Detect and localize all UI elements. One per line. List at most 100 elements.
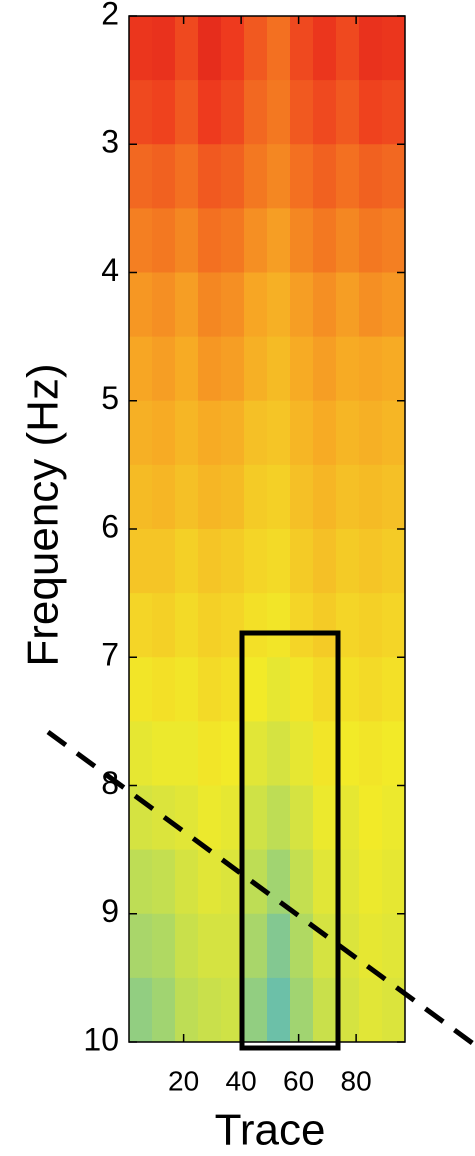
heatmap-cell [175,272,199,338]
heatmap-cell [267,336,291,402]
heatmap-cell [175,721,199,786]
heatmap-cell [382,144,406,209]
dashed-line [46,729,475,1048]
heatmap-cell [267,593,291,658]
heatmap-cell [175,336,199,402]
heatmap-cell [152,913,176,979]
heatmap-cell [198,16,222,81]
heatmap-cell [382,977,406,1043]
heatmap-cell [221,208,245,273]
heatmap-cell [290,785,314,851]
heatmap-cell [244,272,268,338]
heatmap-cell [359,272,383,338]
heatmap-cell [175,913,199,979]
heatmap-cell [152,529,176,594]
axes: 2 3 4 5 6 7 8 9 10 20 40 60 80 [83,0,406,1096]
y-tick-label: 8 [101,765,119,801]
heatmap-cell [313,208,337,273]
heatmap-cell [359,16,383,81]
heatmap-cell [336,16,360,81]
heatmap-cell [290,529,314,594]
heatmap-cell [290,464,314,530]
heatmap-cell [221,913,245,979]
heatmap-cell [290,721,314,786]
y-tick-label: 9 [101,893,119,929]
heatmap-cell [244,529,268,594]
heatmap-cell [152,144,176,209]
heatmap-cell [244,593,268,658]
heatmap-cell [152,336,176,402]
heatmap-cell [129,464,153,530]
heatmap-cell [267,144,291,209]
heatmap-cell [198,977,222,1043]
heatmap-cell [198,849,222,915]
y-axis-label: Frequency (Hz) [19,363,68,666]
heatmap-cell [198,593,222,658]
heatmap-cell [221,400,245,466]
heatmap-cell [382,208,406,273]
heatmap-cell [382,785,406,851]
heatmap-cell [152,80,176,145]
heatmap-cell [244,144,268,209]
y-tick-label: 5 [101,380,119,416]
y-tick-label: 3 [101,124,119,160]
heatmap-cell [359,657,383,722]
heatmap-cell [336,336,360,402]
x-tick-label: 20 [168,1065,199,1096]
heatmap-cell [129,849,153,915]
y-tick-label: 2 [101,0,119,31]
heatmap-cell [221,529,245,594]
heatmap-cell [359,336,383,402]
heatmap-cell [313,400,337,466]
heatmap-cell [382,464,406,530]
heatmap-cell [221,785,245,851]
heatmap-cell [129,400,153,466]
heatmap-cell [267,849,291,915]
heatmap-cell [313,16,337,81]
heatmap-cell [129,336,153,402]
heatmap-cell [290,16,314,81]
heatmap-cell [313,721,337,786]
heatmap-cell [336,593,360,658]
heatmap-cell [313,849,337,915]
x-tick-label: 40 [226,1065,257,1096]
heatmap-cell [129,16,153,81]
heatmap-cell [267,913,291,979]
heatmap-cell [175,529,199,594]
heatmap-cell [129,272,153,338]
heatmap-cell [359,721,383,786]
heatmap-cell [152,849,176,915]
heatmap-cell [152,272,176,338]
heatmap-cell [244,913,268,979]
heatmap-cell [175,400,199,466]
heatmap-cell [244,336,268,402]
heatmap-cell [221,80,245,145]
heatmap-cell [313,593,337,658]
heatmap-cell [175,593,199,658]
heatmap-cell [382,529,406,594]
heatmap-cell [129,785,153,851]
heatmap-cell [152,464,176,530]
heatmap-cell [267,657,291,722]
heatmap-cell [221,144,245,209]
heatmap-cell [221,593,245,658]
heatmap-cell [267,529,291,594]
heatmap-cell [267,16,291,81]
heatmap-cell [336,144,360,209]
y-tick-label: 10 [83,1021,119,1057]
heatmap-cell [382,272,406,338]
heatmap-cell [221,16,245,81]
heatmap-cell [244,657,268,722]
heatmap-cell [359,464,383,530]
heatmap-cell [290,657,314,722]
heatmap-cell [336,464,360,530]
heatmap-cell [129,657,153,722]
heatmap-cell [175,144,199,209]
heatmap-cell [175,977,199,1043]
heatmap-cell [359,144,383,209]
heatmap-cell [198,721,222,786]
heatmap-cell [175,785,199,851]
heatmap-cell [198,272,222,338]
heatmap-cell [382,721,406,786]
heatmap-cell [129,913,153,979]
